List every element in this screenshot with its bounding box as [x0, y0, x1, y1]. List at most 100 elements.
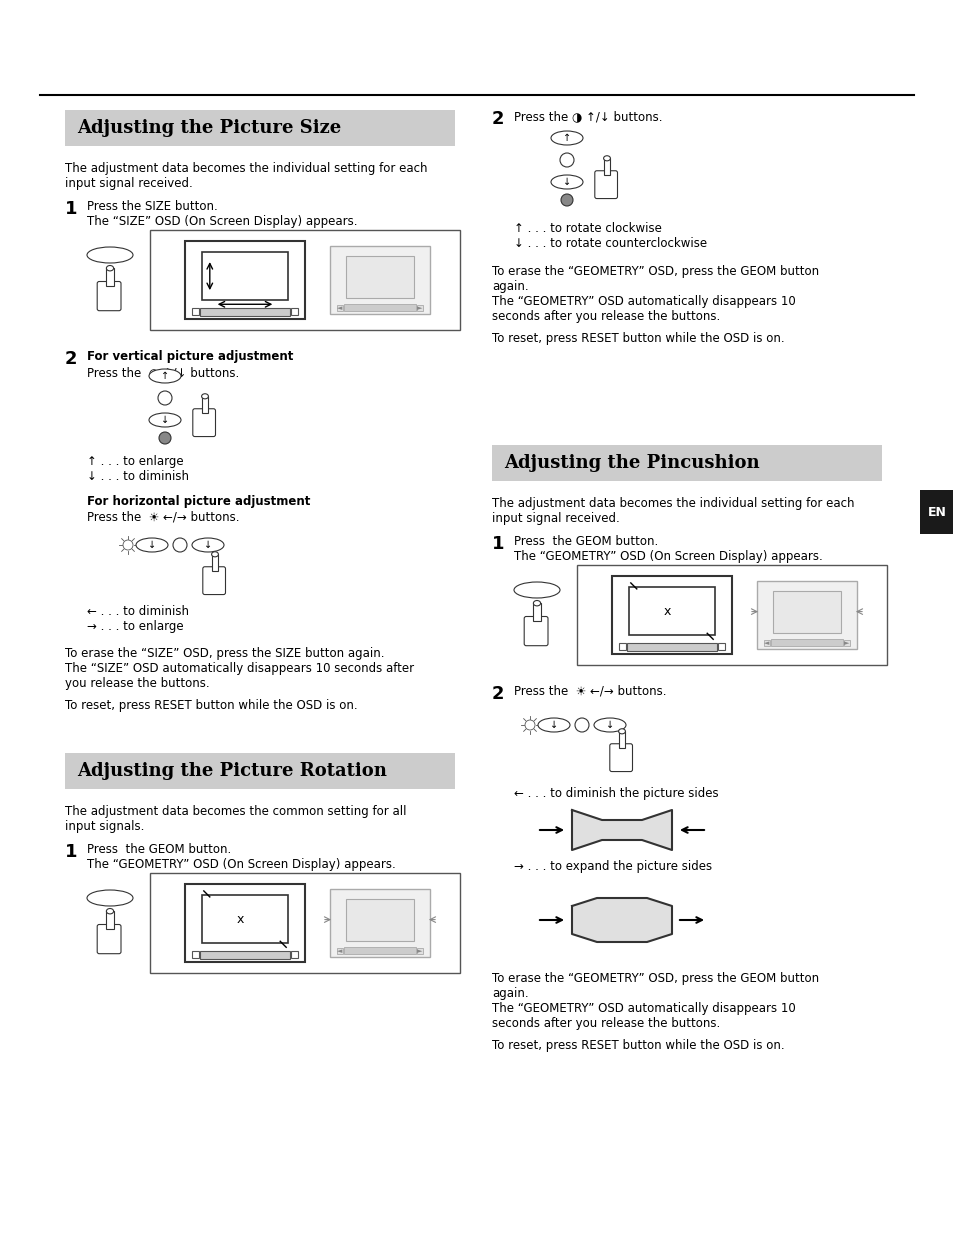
Text: Press the ◑ ↑/↓ buttons.: Press the ◑ ↑/↓ buttons.	[514, 111, 661, 123]
Polygon shape	[572, 898, 671, 941]
Bar	[192, 308, 199, 315]
Bar	[919, 491, 953, 534]
Ellipse shape	[537, 718, 569, 732]
Text: The adjustment data becomes the common setting for all: The adjustment data becomes the common s…	[65, 805, 406, 818]
Ellipse shape	[149, 369, 181, 383]
Bar	[344, 304, 416, 312]
Bar	[330, 246, 430, 314]
Text: Press the  ☀ ←/→ buttons.: Press the ☀ ←/→ buttons.	[514, 686, 666, 698]
Bar	[533, 604, 540, 621]
Text: Press the  ◑ ↑/↓ buttons.: Press the ◑ ↑/↓ buttons.	[87, 366, 239, 379]
Bar	[65, 753, 455, 789]
Ellipse shape	[87, 247, 132, 263]
Text: To reset, press RESET button while the OSD is on.: To reset, press RESET button while the O…	[492, 332, 783, 345]
Bar	[603, 158, 610, 175]
Bar	[291, 308, 297, 315]
FancyBboxPatch shape	[97, 924, 121, 954]
Circle shape	[158, 391, 172, 405]
Text: Press  the GEOM button.: Press the GEOM button.	[87, 843, 231, 856]
Text: 1: 1	[65, 843, 77, 861]
Bar	[201, 396, 208, 414]
Text: again.: again.	[492, 279, 528, 293]
Bar	[346, 898, 414, 940]
Text: Press  the GEOM button.: Press the GEOM button.	[514, 535, 658, 548]
Ellipse shape	[87, 891, 132, 905]
Text: The “SIZE” OSD automatically disappears 10 seconds after: The “SIZE” OSD automatically disappears …	[65, 662, 414, 674]
Bar	[718, 643, 724, 651]
Bar	[626, 643, 717, 651]
Bar	[336, 304, 343, 310]
Text: 1: 1	[492, 535, 504, 553]
Text: input signal received.: input signal received.	[65, 178, 193, 190]
Text: ►: ►	[416, 304, 422, 310]
Text: ◄: ◄	[337, 948, 342, 954]
Text: Adjusting the Pincushion: Adjusting the Pincushion	[503, 455, 759, 472]
Bar	[185, 241, 305, 319]
Bar	[618, 732, 625, 748]
Text: The “SIZE” OSD (On Screen Display) appears.: The “SIZE” OSD (On Screen Display) appea…	[87, 215, 357, 229]
Text: ↑: ↑	[562, 133, 571, 143]
Text: 2: 2	[492, 111, 504, 128]
Text: → . . . to expand the picture sides: → . . . to expand the picture sides	[514, 859, 711, 873]
Text: input signals.: input signals.	[65, 820, 144, 833]
Ellipse shape	[551, 175, 582, 189]
Text: The adjustment data becomes the individual setting for each: The adjustment data becomes the individu…	[492, 497, 854, 510]
Text: ►: ►	[843, 640, 849, 646]
Text: ↓ . . . to rotate counterclockwise: ↓ . . . to rotate counterclockwise	[514, 237, 706, 250]
Text: ↓: ↓	[204, 540, 212, 550]
Bar	[107, 912, 113, 929]
Bar	[618, 643, 625, 651]
FancyBboxPatch shape	[97, 282, 121, 310]
Bar	[416, 304, 423, 310]
Text: Adjusting the Picture Size: Adjusting the Picture Size	[77, 119, 341, 137]
Bar	[577, 565, 886, 664]
Text: To erase the “GEOMETRY” OSD, press the GEOM button: To erase the “GEOMETRY” OSD, press the G…	[492, 972, 819, 985]
Bar	[150, 873, 459, 972]
Bar	[200, 308, 290, 315]
Text: The “GEOMETRY” OSD (On Screen Display) appears.: The “GEOMETRY” OSD (On Screen Display) a…	[514, 550, 821, 563]
Bar	[202, 895, 288, 943]
Bar	[772, 590, 841, 632]
Bar	[346, 256, 414, 298]
Bar	[416, 948, 423, 954]
Bar	[612, 576, 731, 655]
FancyBboxPatch shape	[203, 566, 225, 595]
Text: 2: 2	[492, 686, 504, 703]
Ellipse shape	[149, 414, 181, 427]
Circle shape	[560, 194, 573, 206]
Text: ↓: ↓	[549, 720, 558, 730]
Text: Press the SIZE button.: Press the SIZE button.	[87, 200, 217, 212]
Bar	[344, 948, 416, 954]
Ellipse shape	[594, 718, 625, 732]
Text: 2: 2	[65, 350, 77, 368]
Text: The “GEOMETRY” OSD (On Screen Display) appears.: The “GEOMETRY” OSD (On Screen Display) a…	[87, 858, 395, 871]
Text: Press the  ☀ ←/→ buttons.: Press the ☀ ←/→ buttons.	[87, 510, 239, 524]
Text: To reset, press RESET button while the OSD is on.: To reset, press RESET button while the O…	[65, 699, 357, 712]
Text: ◄: ◄	[337, 304, 342, 310]
Bar	[330, 889, 430, 958]
Text: The “GEOMETRY” OSD automatically disappears 10: The “GEOMETRY” OSD automatically disappe…	[492, 296, 795, 308]
Ellipse shape	[603, 155, 610, 161]
Ellipse shape	[533, 600, 540, 606]
Bar	[107, 268, 113, 286]
Text: ↓: ↓	[605, 720, 614, 730]
Bar	[492, 445, 882, 481]
Ellipse shape	[107, 266, 113, 271]
Circle shape	[575, 718, 588, 732]
FancyBboxPatch shape	[193, 409, 215, 436]
Text: seconds after you release the buttons.: seconds after you release the buttons.	[492, 1017, 720, 1030]
Text: For horizontal picture adjustment: For horizontal picture adjustment	[87, 496, 310, 508]
Circle shape	[159, 432, 171, 443]
Text: input signal received.: input signal received.	[492, 512, 619, 525]
Bar	[212, 554, 218, 571]
Circle shape	[172, 538, 187, 551]
Ellipse shape	[514, 582, 559, 597]
Ellipse shape	[107, 908, 113, 914]
Text: ↑: ↑	[161, 371, 169, 381]
Ellipse shape	[136, 538, 168, 551]
Text: For vertical picture adjustment: For vertical picture adjustment	[87, 350, 294, 363]
Bar	[770, 640, 842, 646]
Circle shape	[559, 153, 574, 166]
Text: you release the buttons.: you release the buttons.	[65, 677, 210, 691]
Text: ↑ . . . to rotate clockwise: ↑ . . . to rotate clockwise	[514, 222, 661, 235]
